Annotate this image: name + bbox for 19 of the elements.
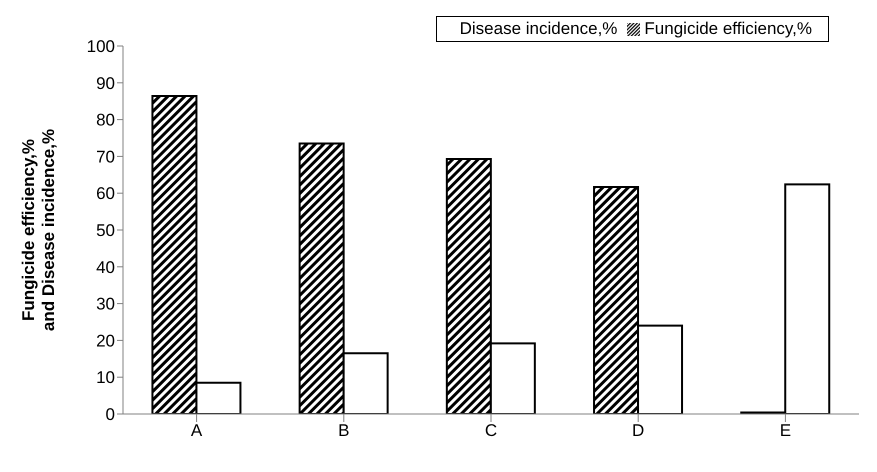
y-tick-label: 90 [96,74,115,93]
text: Disease incidence,% [460,19,618,38]
y-tick-label: 40 [96,258,115,277]
y-tick-label: 20 [96,331,115,350]
y-tick-label: 30 [96,294,115,314]
legend-label: Fungicide efficiency,% [644,19,812,38]
y-tick-label: 50 [96,221,115,240]
x-tick-label: E [780,421,792,440]
x-tick-label: D [632,421,644,440]
y-tick-label: 100 [86,37,115,56]
y-axis-title: Fungicide efficiency,% and Disease incidence,% [19,128,58,332]
x-tick-label: B [338,421,350,440]
y-tick-label: 60 [96,184,115,204]
y-tick-label: 70 [96,147,115,166]
y-tick-label: 80 [96,110,115,130]
y-tick-label: 0 [106,405,115,424]
x-tick-label: A [190,421,203,440]
x-tick-label: C [484,421,498,440]
y-tick-label: 10 [96,368,115,388]
